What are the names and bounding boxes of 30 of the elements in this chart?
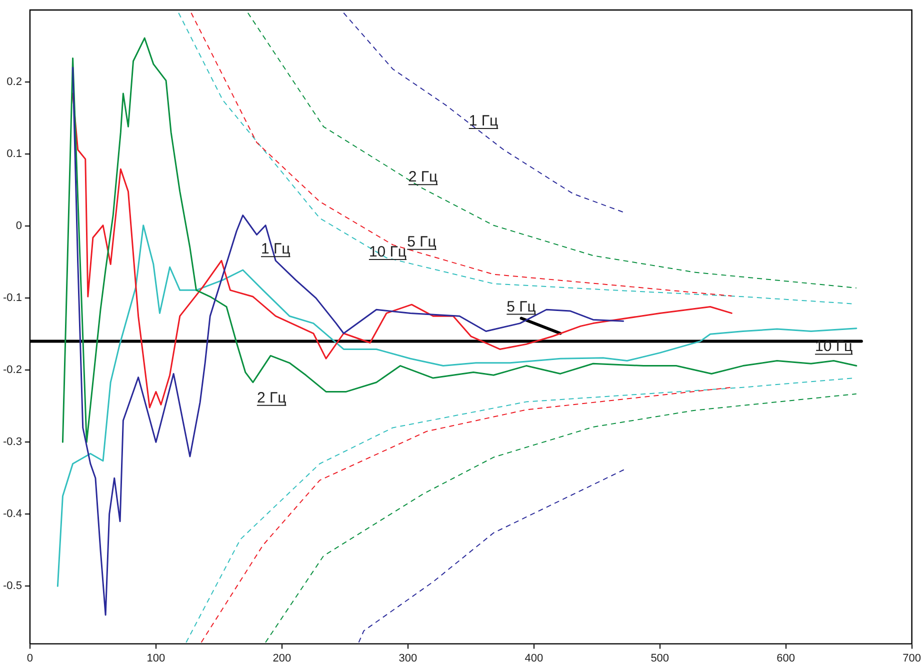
- x-tick-label: 700: [902, 652, 922, 664]
- x-tick-label: 400: [524, 652, 544, 664]
- annotation: 1 Гц: [261, 240, 291, 258]
- annotation: 5 Гц: [407, 233, 437, 250]
- x-tick-label: 200: [272, 652, 292, 664]
- annotation: 2 Гц: [408, 168, 438, 186]
- x-tick-label: 600: [776, 652, 796, 664]
- y-tick-label: -0.3: [2, 436, 22, 448]
- y-tick-label: -0.2: [2, 364, 22, 376]
- y-tick-label: -0.5: [2, 580, 22, 592]
- line-series: [265, 393, 857, 643]
- line-series: [247, 12, 857, 289]
- y-tick-label: -0.4: [2, 508, 22, 520]
- y-tick-label: 0.1: [6, 148, 22, 160]
- x-tick-label: 100: [146, 652, 166, 664]
- line-series: [200, 386, 732, 643]
- x-tick-label: 300: [398, 652, 418, 664]
- line-series: [190, 12, 732, 296]
- annotation: 5 Гц: [506, 298, 536, 316]
- x-tick-label: 0: [26, 652, 34, 664]
- annotation: 1 Гц: [468, 112, 499, 130]
- annotation: 2 Гц: [256, 389, 287, 406]
- annotation: 10 Гц: [815, 338, 854, 356]
- line-series: [358, 468, 626, 643]
- x-tick-label: 500: [650, 652, 670, 664]
- annotation: 10 Гц: [368, 244, 407, 261]
- y-tick-label: 0: [16, 220, 22, 232]
- line-series: [186, 378, 854, 643]
- y-tick-label: -0.1: [2, 292, 22, 304]
- y-tick-label: 0.2: [6, 76, 22, 88]
